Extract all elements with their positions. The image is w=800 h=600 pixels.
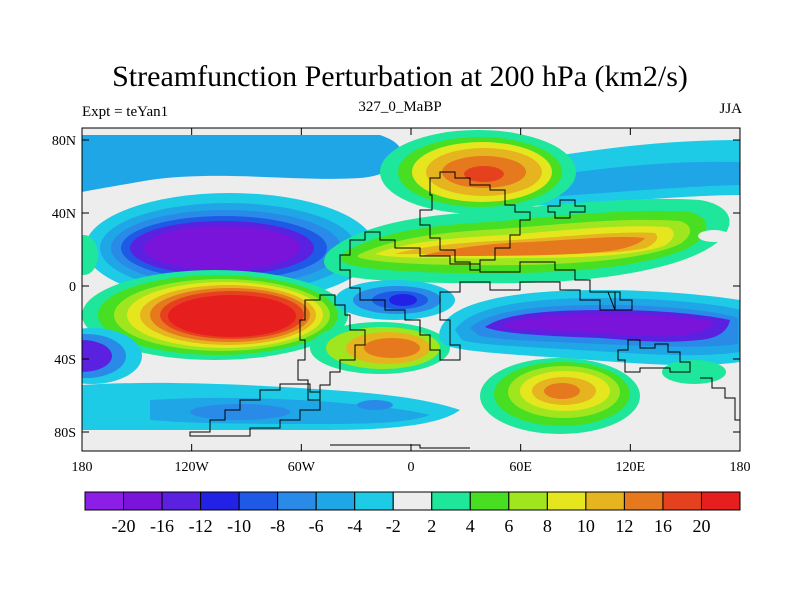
coastline-eurasia-west bbox=[419, 171, 531, 271]
colorbar-swatch bbox=[431, 491, 471, 511]
lon-tick-label: 60E bbox=[509, 460, 532, 475]
colorbar-label: 16 bbox=[654, 516, 672, 536]
colorbar-swatch bbox=[469, 491, 510, 511]
asia-high-gap bbox=[698, 230, 730, 242]
indian-low-core bbox=[500, 314, 715, 337]
colorbar-swatch bbox=[84, 491, 125, 511]
colorbar-label: -2 bbox=[386, 516, 401, 536]
axes: 80N 40N 0 40S 80S 180 120W 60W 0 60E 120E 180 bbox=[52, 128, 751, 475]
lat-tick-label: 40N bbox=[52, 207, 76, 222]
lon-tick-label: 120W bbox=[175, 460, 210, 475]
lon-tick-label: 60W bbox=[288, 460, 316, 475]
colorbar-label: -12 bbox=[189, 516, 213, 536]
colorbar: -20 -16 -12 -10 -8 -6 -4 -2 2 4 6 8 10 12 16 20 bbox=[84, 491, 741, 536]
colorbar-swatch bbox=[238, 491, 279, 511]
southern-low-band-core bbox=[190, 404, 290, 420]
coastlines bbox=[189, 171, 740, 449]
atlantic-low-core bbox=[389, 294, 417, 306]
colorbar-label: 20 bbox=[692, 516, 710, 536]
colorbar-label: 8 bbox=[543, 516, 552, 536]
coastline-south-america bbox=[297, 294, 366, 401]
lon-tick-label: 120E bbox=[616, 460, 646, 475]
lat-tick-label: 80N bbox=[52, 134, 76, 149]
north-high-core bbox=[464, 166, 504, 182]
coastline-africa bbox=[339, 231, 616, 361]
southern-low-small bbox=[357, 400, 393, 410]
colorbar-label: -6 bbox=[309, 516, 324, 536]
pacific-north-low-core bbox=[144, 226, 300, 270]
south-pacific-high-core bbox=[168, 295, 296, 337]
colorbar-swatch bbox=[662, 491, 702, 511]
colorbar-label: 4 bbox=[466, 516, 475, 536]
colorbar-swatch bbox=[546, 491, 587, 511]
lat-tick-label: 80S bbox=[54, 426, 76, 441]
coastline-maritime-continent bbox=[607, 291, 633, 311]
coastline-australia bbox=[617, 339, 691, 373]
negative-band-north bbox=[82, 135, 402, 192]
lon-tick-label: 0 bbox=[408, 460, 415, 475]
colorbar-swatch bbox=[585, 491, 625, 511]
colorbar-label: -20 bbox=[112, 516, 136, 536]
period-label: 327_0_MaBP bbox=[358, 99, 442, 115]
colorbar-swatch bbox=[123, 491, 163, 511]
colorbar-label: -10 bbox=[227, 516, 251, 536]
colorbar-label: -8 bbox=[270, 516, 285, 536]
south-atlantic-high-core bbox=[364, 338, 420, 358]
colorbar-swatch bbox=[315, 491, 356, 511]
colorbar-swatch bbox=[200, 491, 240, 511]
colorbar-label: -4 bbox=[347, 516, 362, 536]
negative-band-northeast-inner bbox=[520, 161, 740, 196]
colorbar-swatch bbox=[161, 491, 202, 511]
lon-tick-label: 180 bbox=[730, 460, 751, 475]
lat-tick-label: 40S bbox=[54, 353, 76, 368]
colorbar-label: -16 bbox=[150, 516, 174, 536]
coastline-antarctic-peninsula bbox=[189, 383, 321, 437]
colorbar-label: 12 bbox=[615, 516, 633, 536]
colorbar-swatch bbox=[700, 491, 741, 511]
colorbar-swatch bbox=[508, 491, 548, 511]
colorbar-swatch bbox=[354, 491, 394, 511]
lon-tick-label: 180 bbox=[72, 460, 93, 475]
colorbar-swatch bbox=[392, 491, 433, 511]
plot-title: Streamfunction Perturbation at 200 hPa (… bbox=[112, 60, 688, 93]
colorbar-label: 2 bbox=[427, 516, 436, 536]
season-label: JJA bbox=[719, 101, 742, 117]
contour-field bbox=[82, 128, 740, 451]
west-edge-feature bbox=[82, 235, 98, 275]
experiment-label: Expt = teYan1 bbox=[82, 104, 169, 120]
colorbar-label: 10 bbox=[577, 516, 595, 536]
colorbar-label: 6 bbox=[504, 516, 513, 536]
southwest-low-core bbox=[82, 340, 112, 372]
asia-high-core bbox=[420, 236, 645, 256]
coastline-antarctica-shelf bbox=[330, 444, 470, 449]
coastline-eurasia-east bbox=[547, 199, 586, 219]
coastline-antarctica-east bbox=[700, 377, 740, 421]
colorbar-swatch bbox=[623, 491, 664, 511]
colorbar-swatch bbox=[277, 491, 317, 511]
south-indian-high-core bbox=[544, 383, 580, 399]
lat-tick-label: 0 bbox=[69, 280, 76, 295]
